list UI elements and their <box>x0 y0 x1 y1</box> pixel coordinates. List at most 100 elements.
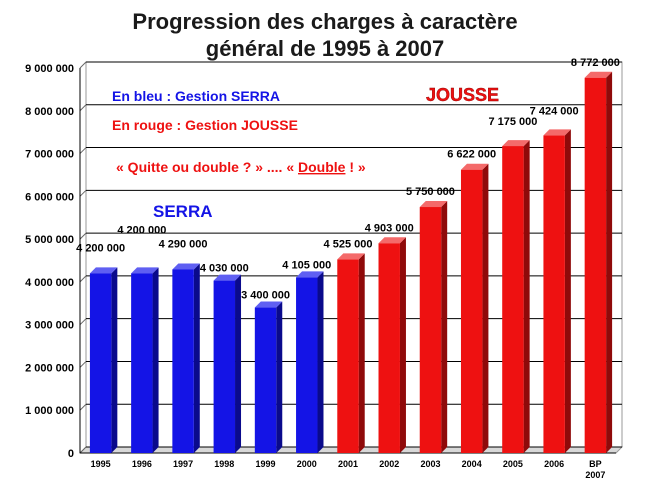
bar-side <box>276 301 283 453</box>
y-tick-label: 7 000 000 <box>25 149 74 161</box>
bar-top <box>131 267 159 274</box>
x-tick-label: 2005 <box>503 459 523 469</box>
bar-front <box>89 273 112 453</box>
bar-top <box>584 71 613 78</box>
data-labels: 4 200 000 4 200 000 4 290 000 4 030 000 3 40… <box>76 57 620 302</box>
legend-blue-text: En bleu : Gestion SERRA <box>112 88 280 104</box>
data-label: 7 175 000 <box>488 116 537 128</box>
bar-top <box>419 201 448 208</box>
grid-diag <box>79 403 87 411</box>
grid-diag <box>79 446 87 454</box>
x-tick-label: 2003 <box>420 459 440 469</box>
bar-top <box>213 274 242 281</box>
x-tick-label: 1996 <box>132 459 152 469</box>
x-tick-label: 2000 <box>297 459 317 469</box>
grid-diag <box>79 318 87 326</box>
bar-front <box>502 146 524 453</box>
bar-side <box>235 274 242 453</box>
y-tick-label: 2 000 000 <box>25 362 74 374</box>
bar-front <box>460 169 483 453</box>
bar-side <box>152 267 159 453</box>
data-label: 3 400 000 <box>241 290 290 302</box>
grid-diag <box>79 361 87 368</box>
y-axis-ticks: 0 1 000 000 2 000 000 3 000 000 4 000 000 5 0… <box>25 63 74 460</box>
grid-diag <box>79 147 87 154</box>
grid-diag <box>79 189 87 197</box>
chart-title-line2: général de 1995 à 2007 <box>205 36 445 61</box>
x-tick-label: 1999 <box>256 459 276 469</box>
bar-top <box>378 237 406 244</box>
bars <box>89 71 613 454</box>
bar-side <box>358 253 365 453</box>
data-label: 8 772 000 <box>571 57 620 69</box>
data-label: 4 525 000 <box>324 238 373 250</box>
quote-part2: Double <box>298 159 346 175</box>
data-label: 4 030 000 <box>200 263 249 275</box>
grid-diag <box>79 104 87 112</box>
bar-front <box>131 273 153 453</box>
data-label: 4 290 000 <box>159 238 208 250</box>
y-tick-label: 0 <box>68 448 74 460</box>
quote-part1: « Quitte ou double ? » .... « <box>116 159 298 175</box>
quote-part3: ! » <box>345 159 365 175</box>
bar-side <box>193 263 200 453</box>
bar-top <box>460 163 489 170</box>
bar-side <box>523 140 530 453</box>
x-axis-ticks: 1995 1996 1997 1998 1999 2000 2001 2002 2003 2004… <box>91 459 606 480</box>
bar-bp-2007 <box>584 71 613 454</box>
bar-side <box>564 129 571 453</box>
bar-front <box>584 77 607 454</box>
bar-2003 <box>419 201 448 453</box>
bar-2004 <box>460 163 489 453</box>
y-tick-label: 9 000 000 <box>25 63 74 75</box>
data-label: 4 200 000 <box>76 242 125 254</box>
bar-1997 <box>172 263 200 453</box>
x-tick-label: BP 2007 <box>585 459 605 480</box>
legend-red-text: En rouge : Gestion JOUSSE <box>112 117 298 133</box>
jousse-label: JOUSSE <box>426 85 499 105</box>
x-tick-label: 1997 <box>173 459 193 469</box>
grid-diag <box>79 275 87 283</box>
x-tick-label: 1995 <box>91 459 111 469</box>
bar-top <box>89 267 118 274</box>
x-tick-label: 2002 <box>379 459 399 469</box>
bar-2006 <box>543 129 571 453</box>
bar-top <box>296 271 324 278</box>
bar-side <box>317 271 324 453</box>
bar-front <box>543 135 565 453</box>
data-label: 5 750 000 <box>406 186 455 198</box>
bar-1998 <box>213 274 242 453</box>
bar-1996 <box>131 267 159 453</box>
bar-front <box>172 269 194 453</box>
bar-front <box>378 243 400 453</box>
bar-front <box>213 280 236 453</box>
serra-label: SERRA <box>153 202 213 221</box>
bar-top <box>337 253 365 260</box>
chart-title: Progression des charges à caractère géné… <box>0 8 650 62</box>
data-label: 4 200 000 <box>117 224 166 236</box>
bar-side <box>441 201 448 453</box>
y-tick-label: 4 000 000 <box>25 277 74 289</box>
y-tick-label: 1 000 000 <box>25 405 74 417</box>
data-label: 4 903 000 <box>365 222 414 234</box>
data-label: 4 105 000 <box>282 259 331 271</box>
bar-side <box>399 237 406 453</box>
bar-1999 <box>254 301 283 453</box>
data-label: 6 622 000 <box>447 149 496 161</box>
bar-front <box>337 259 359 453</box>
bar-front <box>254 307 277 453</box>
bar-2002 <box>378 237 406 453</box>
bar-side <box>606 71 613 454</box>
bar-top <box>254 301 283 308</box>
x-tick-label: 2004 <box>462 459 482 469</box>
y-tick-label: 8 000 000 <box>25 106 74 118</box>
bar-side <box>111 267 118 453</box>
bar-top <box>502 140 530 147</box>
grid-diag <box>79 61 87 69</box>
x-tick-label: 2006 <box>544 459 564 469</box>
bar-side <box>482 163 489 453</box>
bar-1995 <box>89 267 118 453</box>
grid-diag <box>79 232 87 240</box>
